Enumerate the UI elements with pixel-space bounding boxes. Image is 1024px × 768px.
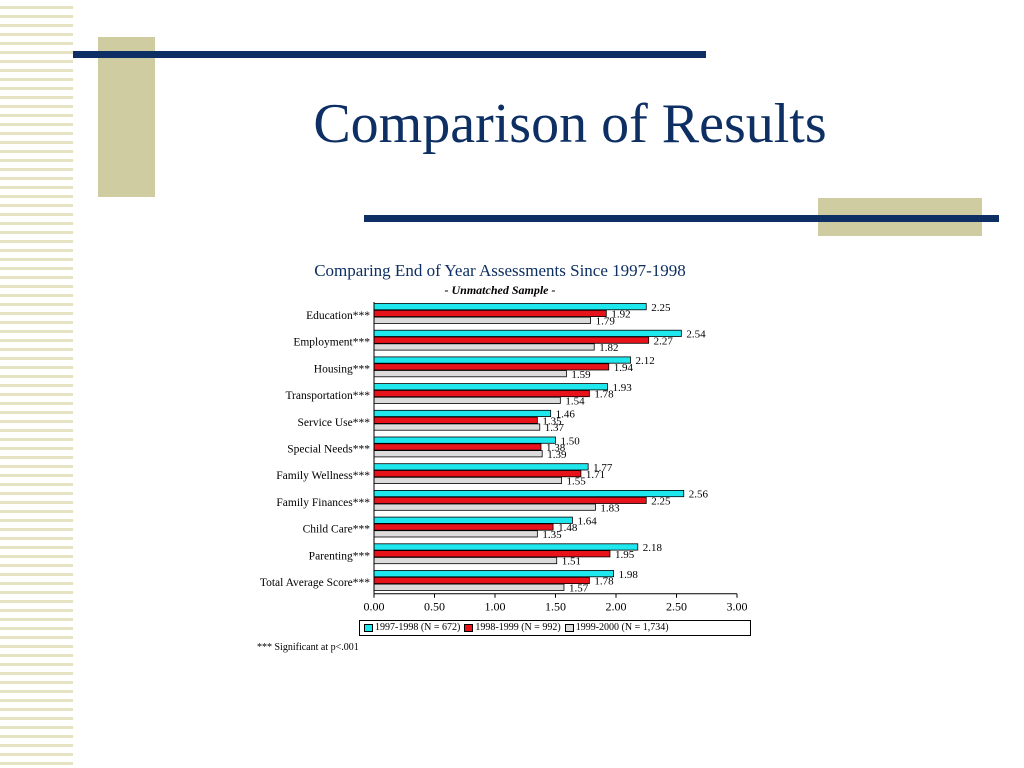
x-tick-label: 1.00 — [485, 600, 506, 614]
bar-3 — [373, 530, 538, 538]
data-label: 1.78 — [594, 576, 614, 588]
bar-2 — [373, 443, 542, 451]
legend-label-series-2: 1998-1999 (N = 992) — [475, 622, 561, 633]
bar-3 — [373, 583, 565, 591]
x-tick-label: 3.00 — [727, 600, 748, 614]
chart-legend: 1997-1998 (N = 672) 1998-1999 (N = 992) … — [359, 620, 751, 636]
bar-3 — [373, 450, 543, 458]
bar-3 — [373, 503, 596, 511]
bar-3 — [373, 476, 562, 484]
chart-subtitle: - Unmatched Sample - — [444, 283, 556, 297]
data-label: 2.25 — [651, 496, 671, 508]
category-label: Employment*** — [293, 337, 370, 349]
legend-item-series-3: 1999-2000 (N = 1,734) — [564, 622, 669, 633]
category-label: Education*** — [306, 310, 370, 322]
data-label: 2.18 — [643, 542, 663, 554]
title-rule-bottom — [364, 215, 999, 222]
data-label: 1.50 — [561, 435, 581, 447]
data-label: 2.56 — [689, 489, 709, 501]
bar-1 — [373, 463, 589, 471]
category-label: Family Finances*** — [276, 497, 370, 509]
category-label: Child Care*** — [303, 524, 371, 536]
bar-3 — [373, 557, 558, 565]
category-label: Total Average Score*** — [260, 577, 370, 589]
bar-1 — [373, 436, 556, 444]
significance-footnote: *** Significant at p<.001 — [257, 642, 359, 653]
legend-swatch-series-3 — [564, 624, 574, 632]
legend-item-series-1: 1997-1998 (N = 672) — [364, 623, 460, 633]
legend-label-series-3: 1999-2000 (N = 1,734) — [575, 622, 669, 633]
category-label: Parenting*** — [309, 550, 371, 562]
legend-swatch-series-2 — [464, 624, 474, 632]
bar-1 — [373, 356, 631, 364]
bar-1 — [373, 329, 682, 337]
data-label: 1.57 — [569, 582, 589, 594]
data-label: 1.55 — [567, 476, 587, 488]
decorative-stripes — [0, 0, 73, 768]
data-label: 1.77 — [593, 462, 613, 474]
bar-3 — [373, 343, 595, 351]
data-label: 2.12 — [636, 355, 655, 367]
data-label: 1.83 — [600, 502, 620, 514]
x-tick-label: 1.50 — [545, 600, 566, 614]
bar-3 — [373, 370, 567, 378]
bar-1 — [373, 516, 573, 524]
data-label: 1.39 — [547, 449, 567, 461]
data-label: 1.98 — [619, 569, 639, 581]
bar-1 — [373, 489, 685, 498]
legend-label-series-1: 1997-1998 (N = 672) — [375, 622, 461, 633]
bar-1 — [373, 570, 614, 578]
bar-1 — [373, 303, 647, 311]
data-label: 1.48 — [558, 522, 578, 534]
bar-1 — [373, 383, 608, 391]
bar-2 — [373, 576, 590, 584]
data-label: 1.82 — [599, 342, 618, 354]
data-label: 1.35 — [542, 529, 562, 541]
data-label: 1.95 — [615, 549, 635, 561]
data-label: 1.93 — [613, 382, 633, 394]
bar-3 — [373, 316, 591, 324]
slide-title: Comparison of Results — [313, 93, 827, 155]
data-label: 1.78 — [594, 389, 614, 401]
bar-3 — [373, 396, 561, 404]
data-label: 1.94 — [614, 362, 634, 374]
bar-2 — [373, 470, 582, 478]
data-label: 2.27 — [654, 335, 674, 347]
data-label: 2.25 — [651, 302, 671, 314]
category-label: Family Wellness*** — [276, 470, 370, 482]
data-label: 1.51 — [562, 556, 581, 568]
data-label: 2.54 — [686, 329, 706, 341]
chart-title: Comparing End of Year Assessments Since … — [314, 261, 686, 280]
data-label: 1.79 — [596, 315, 616, 327]
data-label: 1.59 — [571, 369, 591, 381]
data-label: 1.35 — [542, 415, 562, 427]
bar-2 — [373, 416, 538, 424]
category-label: Special Needs*** — [287, 444, 370, 456]
x-tick-label: 2.50 — [666, 600, 687, 614]
data-label: 1.54 — [565, 396, 585, 408]
legend-item-series-2: 1998-1999 (N = 992) — [464, 622, 561, 633]
legend-swatch-series-1 — [364, 624, 373, 632]
data-label: 1.38 — [546, 442, 566, 454]
data-label: 1.46 — [556, 409, 576, 421]
bar-3 — [373, 423, 541, 431]
category-label: Transportation*** — [285, 390, 370, 402]
title-rule-top — [73, 51, 706, 58]
data-label: 1.37 — [545, 422, 565, 434]
data-label: 1.92 — [611, 309, 630, 321]
x-tick-label: 0.00 — [364, 600, 385, 614]
data-label: 1.71 — [586, 469, 605, 481]
category-label: Housing*** — [314, 363, 370, 375]
data-label: 1.64 — [577, 515, 597, 527]
bar-2 — [373, 309, 607, 317]
bar-1 — [373, 409, 552, 417]
bar-2 — [373, 389, 590, 398]
bar-1 — [373, 543, 639, 551]
category-label: Service Use*** — [298, 417, 371, 429]
khaki-accent-block — [98, 37, 155, 197]
x-tick-label: 2.00 — [606, 600, 627, 614]
bar-2 — [373, 523, 554, 531]
x-tick-label: 0.50 — [424, 600, 445, 614]
